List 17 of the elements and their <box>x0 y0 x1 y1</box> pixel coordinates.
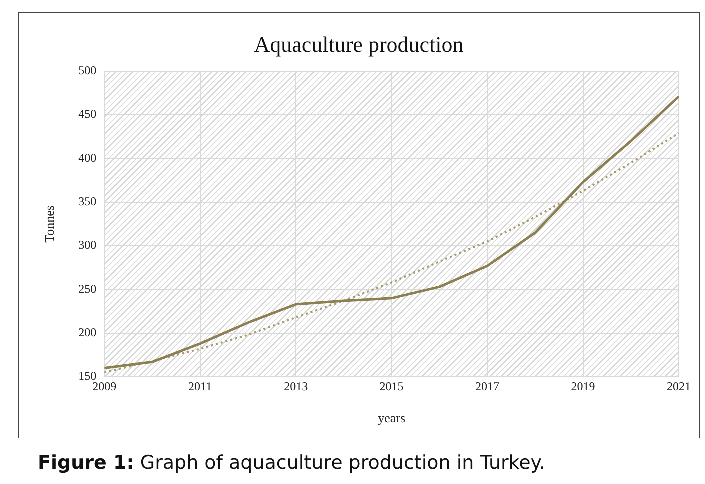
x-tick-label: 2011 <box>188 379 212 394</box>
y-tick-label: 250 <box>78 282 97 296</box>
x-tick-label: 2019 <box>571 379 596 394</box>
y-tick-label: 500 <box>78 64 97 78</box>
y-tick-label: 200 <box>78 326 97 340</box>
y-tick-label: 300 <box>78 238 97 252</box>
y-tick-label: 350 <box>78 194 97 209</box>
caption: Figure 1: Graph of aquaculture production in Turkey. <box>38 452 546 474</box>
y-axis-title: Tonnes <box>42 206 58 243</box>
chart-title: Aquaculture production <box>254 32 464 57</box>
y-tick-label: 400 <box>78 150 97 165</box>
x-axis-title: years <box>378 410 406 426</box>
x-tick-label: 2017 <box>476 379 500 394</box>
y-tick-label: 450 <box>78 107 97 122</box>
x-tick-label: 2021 <box>667 379 691 394</box>
x-tick-label: 2015 <box>380 379 404 394</box>
x-tick-label: 2013 <box>284 379 308 394</box>
